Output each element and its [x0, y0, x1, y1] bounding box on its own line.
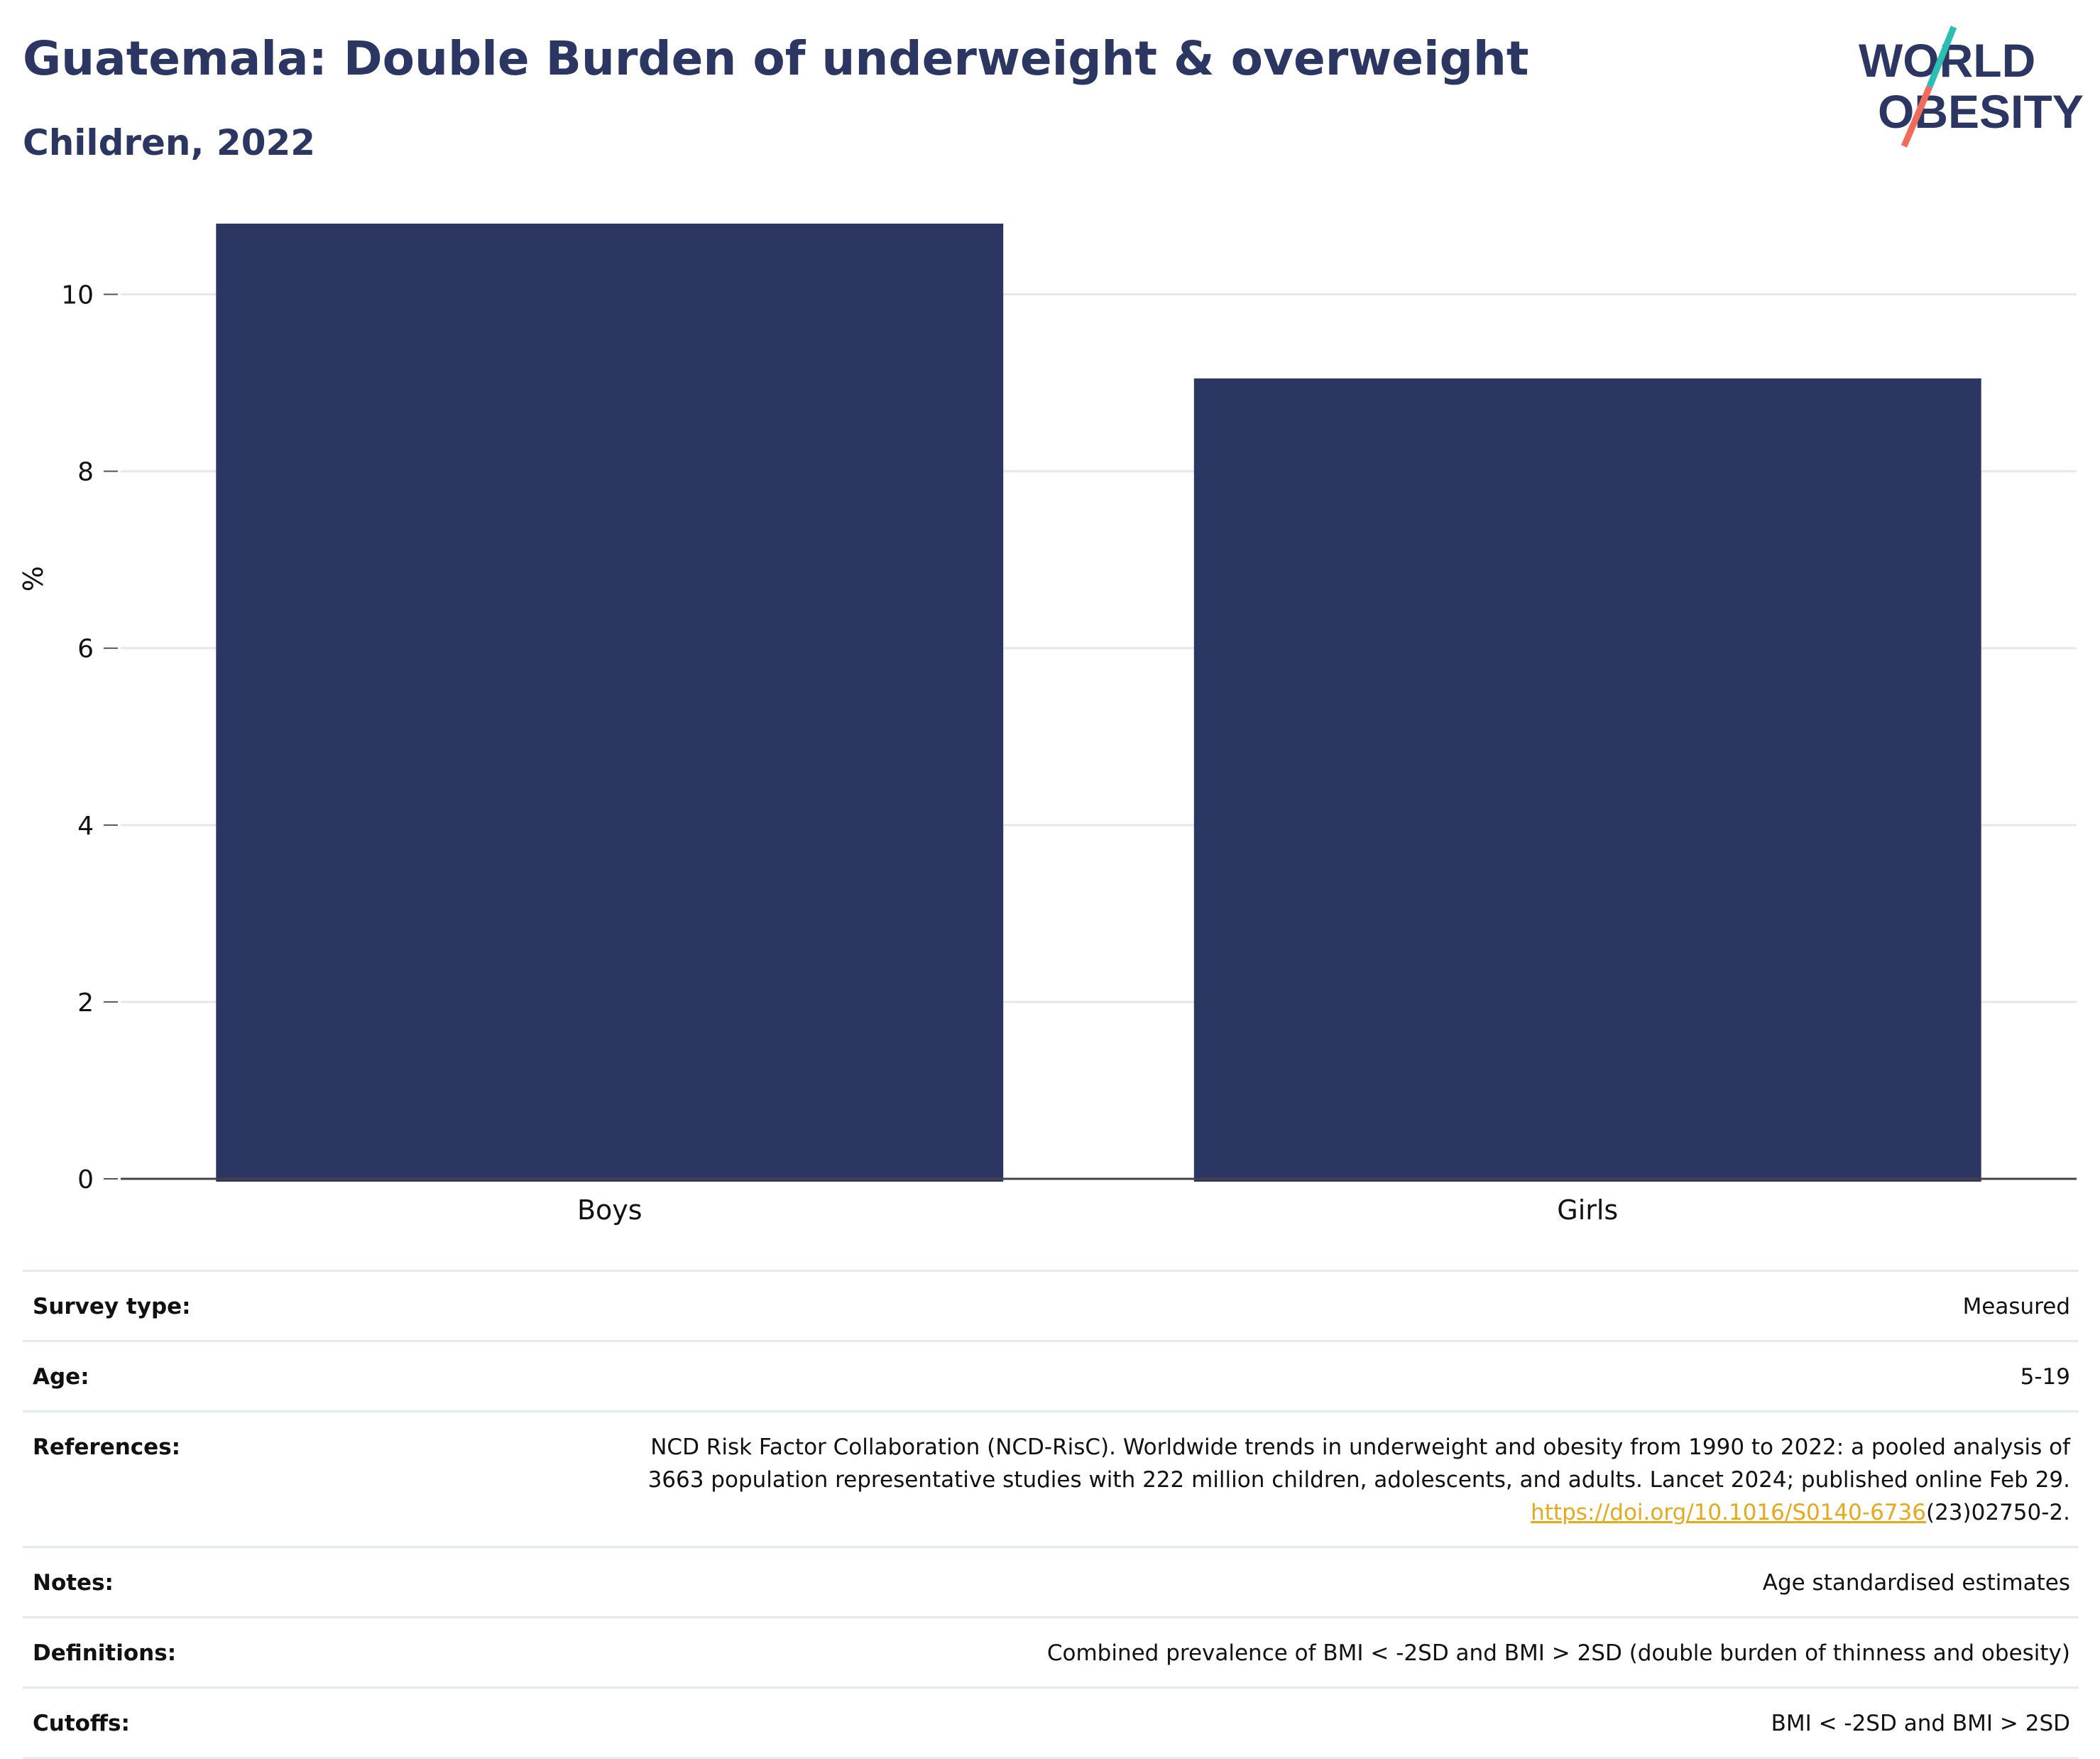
meta-value: Age standardised estimates	[1762, 1570, 2070, 1596]
y-tick-label: 0	[77, 1165, 94, 1194]
y-tick-label: 10	[61, 281, 94, 310]
reference-line-1: NCD Risk Factor Collaboration (NCD-RisC)…	[650, 1434, 2070, 1460]
bars	[216, 223, 1981, 1182]
meta-value: 5-19	[2020, 1364, 2070, 1390]
y-tick-label: 2	[77, 989, 94, 1018]
meta-row-age: Age: 5-19	[23, 1342, 2079, 1412]
logo-slash-coral	[1901, 85, 1933, 148]
meta-row-cutoffs: Cutoffs: BMI < -2SD and BMI > 2SD	[23, 1689, 2079, 1759]
meta-row-survey-type: Survey type: Measured	[23, 1270, 2079, 1342]
bar-boys	[216, 223, 1004, 1182]
y-tick-label: 8	[77, 458, 94, 487]
bar-girls	[1193, 378, 1981, 1182]
meta-label: Cutoffs:	[33, 1711, 130, 1736]
y-tick-label: 6	[77, 635, 94, 664]
world-obesity-logo: WORLD OBESITY	[1859, 26, 2084, 148]
meta-value: NCD Risk Factor Collaboration (NCD-RisC)…	[648, 1431, 2070, 1529]
x-axis-labels: Boys Girls	[577, 1194, 1618, 1226]
reference-line-2: 3663 population representative studies w…	[647, 1467, 2070, 1493]
meta-value: BMI < -2SD and BMI > 2SD	[1771, 1711, 2070, 1736]
reference-doi-link[interactable]: https://doi.org/10.1016/S0140-6736	[1531, 1500, 1926, 1525]
reference-doi-suffix: (23)02750-2.	[1925, 1500, 2070, 1525]
logo-slash-teal	[1926, 26, 1957, 88]
meta-value: Measured	[1962, 1294, 2070, 1319]
bar-chart: 0 2 4 6 8 10 Boys Girls %	[18, 223, 2077, 1226]
meta-label: References:	[33, 1434, 181, 1460]
metadata-table: Survey type: Measured Age: 5-19 Referenc…	[23, 1270, 2079, 1759]
meta-row-definitions: Definitions: Combined prevalence of BMI …	[23, 1618, 2079, 1689]
chart-title: Guatemala: Double Burden of underweight …	[23, 31, 1529, 86]
meta-label: Definitions:	[33, 1640, 177, 1666]
meta-row-references: References: NCD Risk Factor Collaboratio…	[23, 1412, 2079, 1548]
x-category-label: Girls	[1557, 1194, 1618, 1226]
meta-row-notes: Notes: Age standardised estimates	[23, 1548, 2079, 1618]
y-axis-ticks: 0 2 4 6 8 10	[61, 281, 118, 1194]
meta-label: Age:	[33, 1364, 89, 1390]
meta-value: Combined prevalence of BMI < -2SD and BM…	[1046, 1640, 2070, 1666]
chart-subtitle: Children, 2022	[23, 122, 316, 163]
meta-label: Notes:	[33, 1570, 114, 1596]
y-tick-label: 4	[77, 812, 94, 841]
y-axis-title: %	[18, 566, 49, 592]
x-category-label: Boys	[577, 1194, 642, 1226]
meta-label: Survey type:	[33, 1294, 191, 1319]
